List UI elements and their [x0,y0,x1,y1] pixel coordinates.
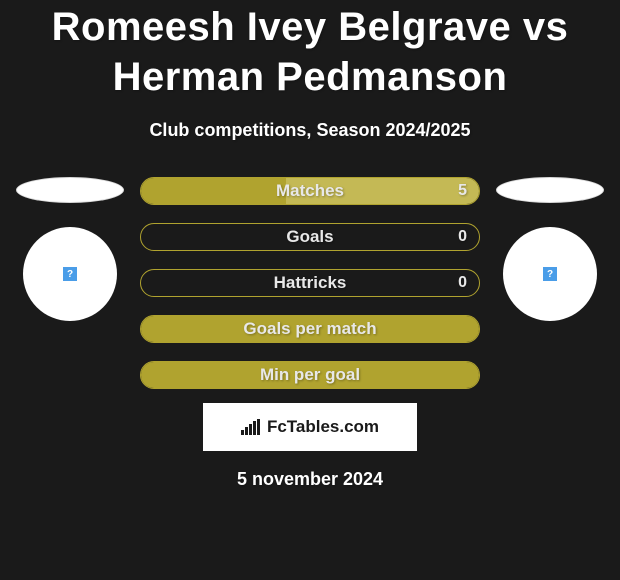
subtitle: Club competitions, Season 2024/2025 [0,120,620,141]
logo-text: FcTables.com [241,417,379,437]
stat-bar-label: Min per goal [260,365,360,385]
placeholder-icon: ? [63,267,77,281]
logo-label: FcTables.com [267,417,379,437]
stat-bars: Matches 5 Goals 0 Hattricks 0 Goals per match M… [140,177,480,389]
player-left-flag [16,177,124,203]
stat-bar-label: Hattricks [274,273,347,293]
player-right-badge: ? [503,227,597,321]
barchart-icon [241,419,263,435]
stat-bar-label: Goals [286,227,333,247]
page-title: Romeesh Ivey Belgrave vs Herman Pedmanso… [0,2,620,102]
player-left-column: ? [10,177,130,321]
stat-bar-label: Matches [276,181,344,201]
stat-bar-value: 0 [458,228,467,246]
stat-bar: Hattricks 0 [140,269,480,297]
stat-bar-label: Goals per match [243,319,376,339]
source-logo: FcTables.com [203,403,417,451]
stat-bar-fill-left [141,178,286,204]
player-right-flag [496,177,604,203]
stat-bar: Matches 5 [140,177,480,205]
player-right-column: ? [490,177,610,321]
stat-bar: Min per goal [140,361,480,389]
date-label: 5 november 2024 [0,469,620,490]
stat-bar: Goals per match [140,315,480,343]
comparison-card: Romeesh Ivey Belgrave vs Herman Pedmanso… [0,0,620,580]
stat-bar: Goals 0 [140,223,480,251]
placeholder-icon: ? [543,267,557,281]
stat-bar-value: 0 [458,274,467,292]
stat-bar-value: 5 [458,182,467,200]
content-row: ? Matches 5 Goals 0 Hattricks 0 Goals per matc… [0,177,620,389]
player-left-badge: ? [23,227,117,321]
